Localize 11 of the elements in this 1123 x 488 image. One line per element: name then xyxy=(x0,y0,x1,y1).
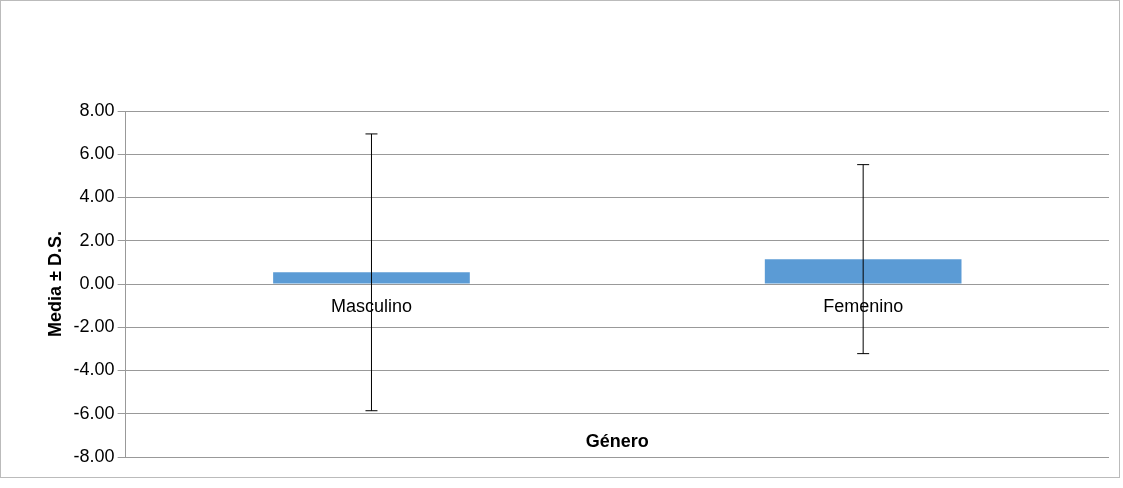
y-tick-label: -2.00 xyxy=(73,316,115,337)
y-tick-label: -6.00 xyxy=(73,402,115,423)
y-axis-title: Media ± D.S. xyxy=(44,231,65,337)
y-tick-label: 4.00 xyxy=(79,186,115,207)
x-axis-title: Género xyxy=(585,431,649,452)
y-tick-label: 8.00 xyxy=(79,99,115,120)
y-tick-label: 0.00 xyxy=(79,272,115,293)
y-tick-label: -4.00 xyxy=(73,359,115,380)
y-tick-label: -8.00 xyxy=(73,445,115,466)
y-tick-label: 2.00 xyxy=(79,229,115,250)
y-tick-label: 6.00 xyxy=(79,143,115,164)
